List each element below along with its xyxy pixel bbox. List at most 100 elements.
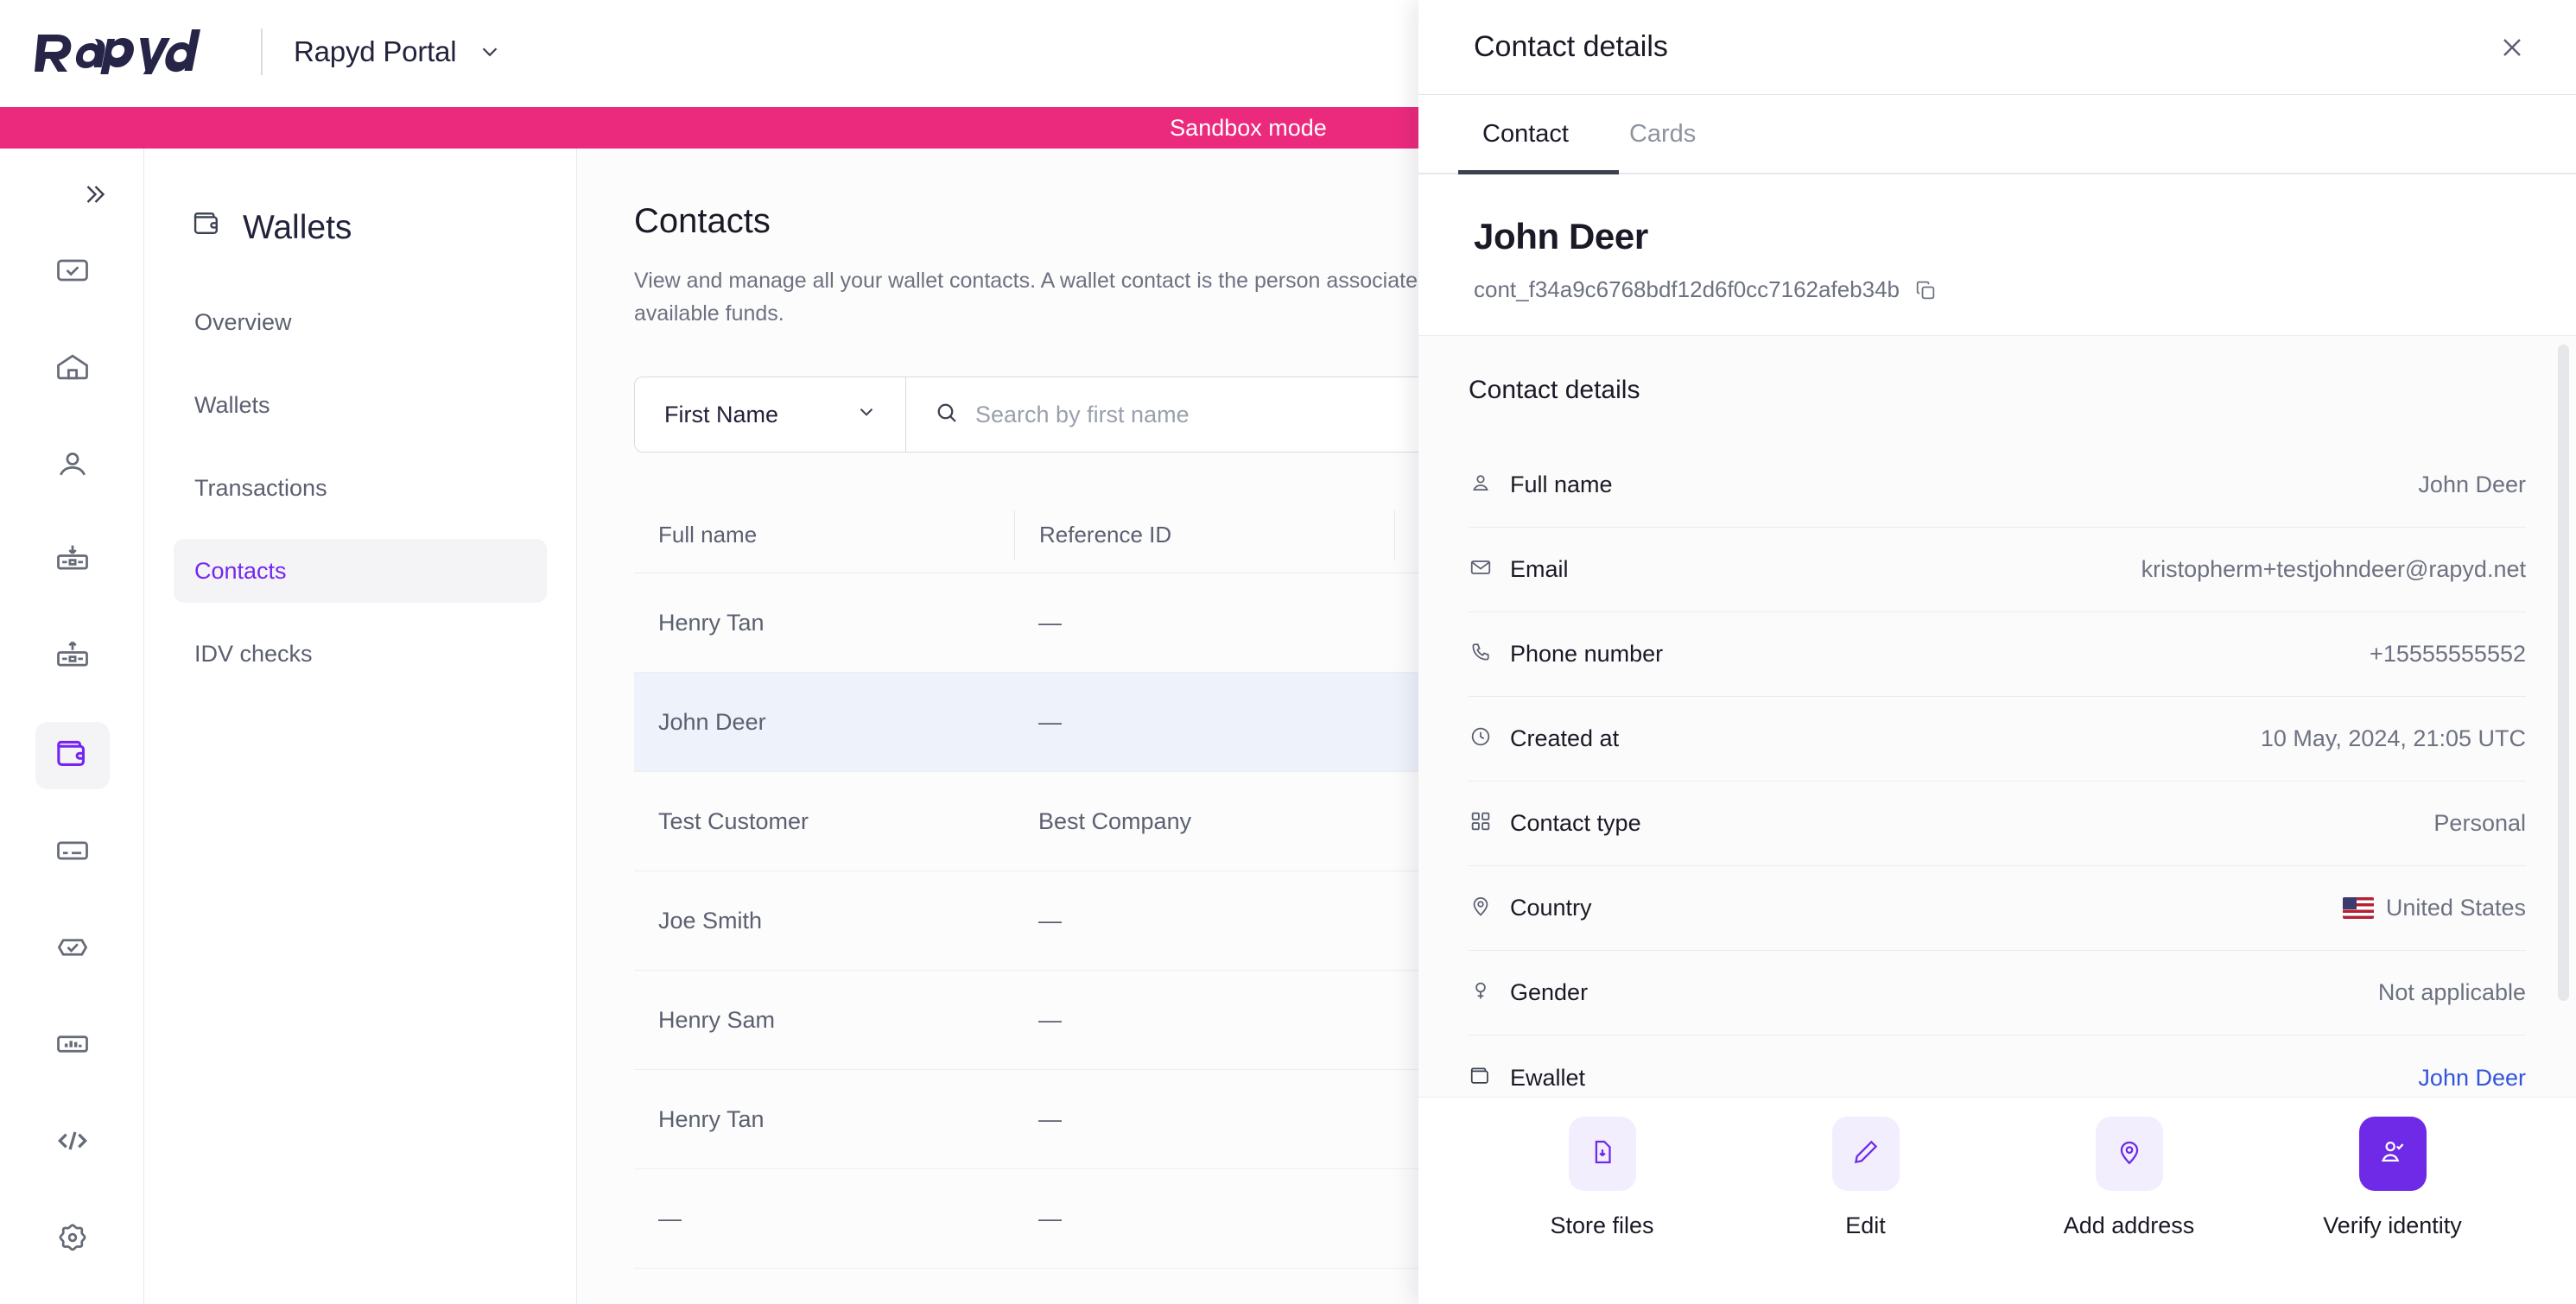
cell-reference-id: — xyxy=(1038,1205,1062,1231)
sandbox-mode-label: Sandbox mode xyxy=(1170,114,1327,141)
cell-reference-id: — xyxy=(1038,1105,1062,1132)
panel-contact-identity: John Deer cont_f34a9c6768bdf12d6f0cc7162… xyxy=(1418,174,2576,329)
disburse-payout-icon xyxy=(54,638,92,680)
analytics-icon xyxy=(54,1025,92,1067)
us-flag-icon xyxy=(2342,897,2374,919)
wallet-icon xyxy=(191,207,224,249)
detail-row-phone-number: Phone number +15555555552 xyxy=(1469,612,2526,697)
cell-full-name: — xyxy=(658,1205,682,1231)
section-nav: Wallets Overview Wallets Transactions Co… xyxy=(144,149,577,1304)
rapyd-logo[interactable] xyxy=(33,28,232,74)
settings-gear-icon xyxy=(54,1219,92,1261)
double-chevron-right-icon[interactable] xyxy=(74,174,114,214)
logo-divider xyxy=(261,28,263,75)
rail-item-collect[interactable] xyxy=(35,529,110,596)
rail-item-home[interactable] xyxy=(35,335,110,402)
action-label: Store files xyxy=(1550,1212,1654,1238)
add-address-button[interactable]: Add address xyxy=(2039,1117,2220,1241)
action-icon-wrap xyxy=(1831,1117,1900,1191)
rail-item-checkbox-card[interactable] xyxy=(35,238,110,306)
gender-icon xyxy=(1469,978,1493,1007)
clock-icon xyxy=(1469,725,1493,753)
rail-item-person[interactable] xyxy=(35,432,110,499)
contact-id-row: cont_f34a9c6768bdf12d6f0cc7162afeb34b xyxy=(1474,276,2576,303)
detail-value: Personal xyxy=(2433,810,2526,836)
section-nav-title: Wallets xyxy=(174,207,547,249)
detail-row-email: Email kristopherm+testjohndeer@rapyd.net xyxy=(1469,528,2526,612)
checkbox-card-icon xyxy=(54,251,92,294)
search-icon xyxy=(934,400,960,430)
detail-row-left: Email xyxy=(1469,555,1569,584)
detail-value: John Deer xyxy=(2418,472,2526,497)
icon-rail xyxy=(0,149,144,1304)
rail-item-verify[interactable] xyxy=(35,915,110,983)
detail-value: United States xyxy=(2385,895,2526,921)
rail-item-disburse[interactable] xyxy=(35,625,110,693)
verify-identity-button[interactable]: Verify identity xyxy=(2302,1117,2484,1241)
detail-row-ewallet: Ewallet John Deer xyxy=(1469,1035,2526,1097)
cell-reference-id: — xyxy=(1038,708,1062,735)
detail-value: 10 May, 2024, 21:05 UTC xyxy=(2260,725,2526,751)
action-icon-wrap xyxy=(2095,1117,2163,1191)
cell-reference-id: — xyxy=(1038,609,1062,636)
sidebar-item-overview[interactable]: Overview xyxy=(174,290,547,354)
chevron-down-icon xyxy=(855,401,878,429)
panel-scrollbar[interactable] xyxy=(2558,345,2569,1001)
cell-full-name: Henry Tan xyxy=(658,1105,765,1132)
action-label: Verify identity xyxy=(2323,1212,2462,1238)
action-label: Edit xyxy=(1845,1212,1886,1238)
detail-row-gender: Gender Not applicable xyxy=(1469,951,2526,1035)
action-label: Add address xyxy=(2063,1212,2195,1238)
section-nav-title-label: Wallets xyxy=(243,209,352,246)
copy-icon[interactable] xyxy=(1913,278,1938,302)
rail-item-card-issuing[interactable] xyxy=(35,819,110,886)
close-icon[interactable] xyxy=(2491,27,2533,68)
page-title: Contacts xyxy=(634,202,771,240)
chevron-down-icon[interactable] xyxy=(477,39,503,65)
detail-label: Created at xyxy=(1510,725,1620,751)
detail-label: Ewallet xyxy=(1510,1064,1586,1091)
panel-action-bar: Store files Edit xyxy=(1418,1097,2576,1304)
cell-full-name: Joe Smith xyxy=(658,907,763,934)
tab-cards[interactable]: Cards xyxy=(1628,119,1697,148)
edit-button[interactable]: Edit xyxy=(1775,1117,1957,1241)
rail-item-developers[interactable] xyxy=(35,1109,110,1176)
collect-payment-icon xyxy=(54,541,92,584)
search-field-select-value: First Name xyxy=(664,401,779,427)
sidebar-item-transactions[interactable]: Transactions xyxy=(174,456,547,520)
rail-item-wallets[interactable] xyxy=(35,722,110,789)
sidebar-item-wallets[interactable]: Wallets xyxy=(174,373,547,437)
detail-row-left: Created at xyxy=(1469,725,1619,753)
location-pin-icon xyxy=(2115,1137,2144,1171)
cell-reference-id: — xyxy=(1038,1006,1062,1033)
detail-row-left: Gender xyxy=(1469,978,1588,1007)
panel-body-inner: Contact details Full name John Deer xyxy=(1418,336,2576,1097)
sidebar-item-idv-checks[interactable]: IDV checks xyxy=(174,622,547,686)
location-pin-icon xyxy=(1469,894,1493,922)
developers-code-icon xyxy=(54,1122,92,1164)
detail-row-left: Ewallet xyxy=(1469,1064,1585,1092)
detail-label: Country xyxy=(1510,895,1592,921)
store-files-button[interactable]: Store files xyxy=(1512,1117,1693,1241)
sidebar-item-label: Contacts xyxy=(194,557,287,584)
detail-row-left: Phone number xyxy=(1469,640,1663,668)
panel-body: Contact details Full name John Deer xyxy=(1418,335,2576,1097)
detail-value-wrap: United States xyxy=(2342,895,2526,921)
rail-item-analytics[interactable] xyxy=(35,1012,110,1079)
detail-value-ewallet-link[interactable]: John Deer xyxy=(2418,1064,2526,1091)
search-field-select[interactable]: First Name xyxy=(635,377,906,452)
rail-item-settings[interactable] xyxy=(35,1206,110,1273)
verify-person-icon xyxy=(2378,1137,2408,1171)
column-header-full-name[interactable]: Full name xyxy=(658,522,758,548)
detail-label: Phone number xyxy=(1510,641,1664,667)
portal-name: Rapyd Portal xyxy=(294,35,457,67)
detail-value: Not applicable xyxy=(2377,979,2526,1005)
detail-row-contact-type: Contact type Personal xyxy=(1469,782,2526,866)
tab-contact[interactable]: Contact xyxy=(1482,119,1569,148)
detail-row-full-name: Full name John Deer xyxy=(1469,443,2526,528)
person-icon xyxy=(54,445,92,487)
sidebar-item-contacts[interactable]: Contacts xyxy=(174,539,547,603)
table-row[interactable]: Test Customer Best Company — — xyxy=(634,772,2180,871)
column-header-reference-id[interactable]: Reference ID xyxy=(1014,510,1394,560)
